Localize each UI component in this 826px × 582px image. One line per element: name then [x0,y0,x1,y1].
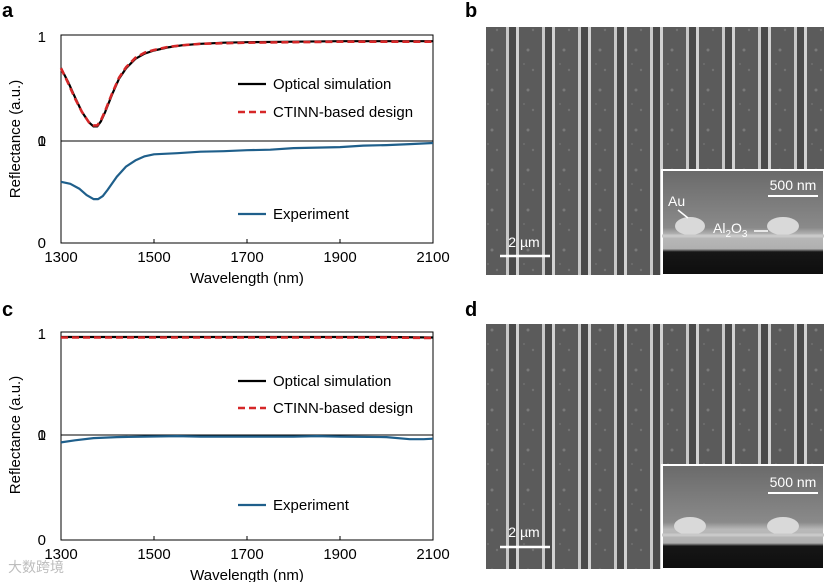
panel-label-d: d [465,299,477,321]
legend-label-design: CTINN-based design [273,104,413,121]
sem-inset [661,169,825,276]
y-tick-label: 1 [38,133,46,150]
arrow-au [677,209,689,219]
x-tick-label: 2100 [416,249,449,266]
y-tick-label: 0 [38,427,46,444]
series-line-ctinn-based-design [61,336,434,340]
y-axis-label: Reflectance (a.u.) [7,376,24,494]
x-tick-label: 1500 [137,546,170,563]
x-tick-label: 1700 [230,546,263,563]
sem-image-b: 500 nm Au Al2O3 2 µm [486,27,825,276]
inset-scale-label: 500 nm [770,177,817,193]
series-line-experiment [60,435,434,444]
legend-label-simulation: Optical simulation [273,76,391,93]
y-tick-label: 1 [38,427,46,444]
y-tick-label: 1 [38,29,46,46]
legend-design: CTINN-based design [238,104,413,121]
sem-image-d: 500 nm 2 µm [486,324,825,570]
panel-label-b: b [465,0,477,22]
x-tick-label: 1700 [230,249,263,266]
x-tick-label: 2100 [416,546,449,563]
legend-simulation: Optical simulation [238,373,391,390]
legend-label-experiment: Experiment [273,497,350,514]
series-line-experiment [60,141,434,201]
y-tick-label: 0 [38,133,46,150]
panel-label-a: a [2,0,14,22]
legend-simulation: Optical simulation [238,76,391,93]
material-label-au: Au [668,193,685,209]
watermark: 大数跨境 [8,559,64,575]
x-tick-label: 1900 [323,546,356,563]
x-axis-label: Wavelength (nm) [190,567,304,582]
x-tick-label: 1300 [44,546,77,563]
legend-experiment: Experiment [238,497,350,514]
legend-label-simulation: Optical simulation [273,373,391,390]
material-label-al2o3: Al2O3 [713,220,748,240]
x-tick-label: 1300 [44,249,77,266]
y-tick-label: 1 [38,326,46,343]
x-axis-label: Wavelength (nm) [190,270,304,287]
x-tick-label: 1900 [323,249,356,266]
legend-experiment: Experiment [238,206,350,223]
inset-scale-label: 500 nm [770,474,817,490]
scale-label: 2 µm [508,524,539,540]
legend-label-design: CTINN-based design [273,400,413,417]
y-tick-label: 0 [38,235,46,252]
y-axis-label: Reflectance (a.u.) [7,80,24,198]
legend-label-experiment: Experiment [273,206,350,223]
y-tick-label: 0 [38,532,46,549]
scale-label: 2 µm [508,234,539,250]
legend-design: CTINN-based design [238,400,413,417]
plot-frame [60,34,434,244]
series-line-ctinn-based-design [59,40,433,127]
panel-label-c: c [2,299,13,321]
x-tick-label: 1500 [137,249,170,266]
sem-inset [661,464,825,570]
